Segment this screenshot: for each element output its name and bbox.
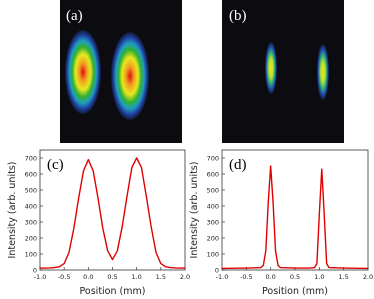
y-tick-label: 200 [25, 234, 37, 242]
y-tick-label: 600 [207, 170, 219, 178]
y-tick-label: 100 [207, 250, 219, 258]
x-axis-label: Position (mm) [262, 286, 328, 297]
panel-label: (d) [229, 157, 247, 173]
y-tick-label: 500 [207, 186, 219, 194]
x-tick-label: -0.5 [58, 273, 71, 281]
y-tick-label: 400 [207, 202, 219, 210]
y-axis-label: Intensity (arb. units) [7, 162, 18, 259]
x-tick-label: 0.5 [107, 273, 117, 281]
y-tick-label: 300 [25, 218, 37, 226]
spot [111, 32, 149, 120]
panel-label: (c) [47, 157, 64, 173]
x-tick-label: -0.5 [240, 273, 253, 281]
y-tick-label: 200 [207, 234, 219, 242]
y-tick-label: 0 [215, 266, 219, 274]
x-tick-label: 2.0 [363, 273, 373, 281]
y-tick-label: 100 [25, 250, 37, 258]
x-tick-label: 0.5 [290, 273, 300, 281]
y-tick-label: 0 [33, 266, 37, 274]
x-axis-label: Position (mm) [80, 286, 146, 297]
spot [65, 30, 101, 114]
x-tick-label: 1.0 [131, 273, 141, 281]
y-tick-label: 700 [25, 154, 37, 162]
y-tick-label: 700 [207, 154, 219, 162]
y-tick-label: 500 [25, 186, 37, 194]
line [40, 157, 185, 269]
x-tick-label: -1.0 [34, 273, 47, 281]
line [221, 165, 369, 270]
spot [265, 42, 277, 94]
panel-label: (a) [66, 8, 83, 24]
x-tick-label: 1.5 [338, 273, 348, 281]
spot [317, 44, 329, 100]
x-tick-label: 0.0 [83, 273, 93, 281]
panel-label: (b) [229, 8, 247, 24]
x-tick-label: -1.0 [216, 273, 229, 281]
y-tick-label: 300 [207, 218, 219, 226]
x-tick-label: 1.5 [156, 273, 166, 281]
y-tick-label: 400 [25, 202, 37, 210]
x-tick-label: 1.0 [314, 273, 324, 281]
y-axis-label: Intensity (arb. units) [189, 162, 200, 259]
x-tick-label: 2.0 [180, 273, 190, 281]
y-tick-label: 600 [25, 170, 37, 178]
x-tick-label: 0.0 [265, 273, 275, 281]
